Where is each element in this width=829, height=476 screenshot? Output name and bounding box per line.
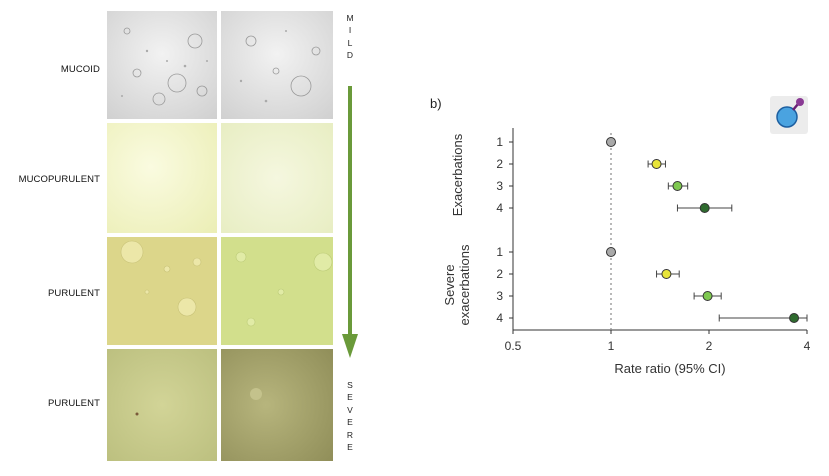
estimate-point — [606, 137, 616, 147]
x-tick-label: 2 — [706, 339, 713, 353]
sputum-photo-purulent-2 — [221, 237, 333, 345]
row-label-purulent-severe: PURULENT — [47, 398, 100, 409]
group-label: Exacerbations — [450, 133, 465, 216]
y-tick-label: 2 — [496, 157, 503, 171]
forest-plot-panel: b) 0.5 1 2 4 Rate ratio (95% CI) Exacerbation… — [400, 0, 829, 476]
panel-letter: b) — [430, 96, 442, 111]
publisher-logo-icon — [770, 96, 808, 134]
y-tick-label: 1 — [496, 135, 503, 149]
y-tick-label: 3 — [496, 289, 503, 303]
estimate-point — [699, 203, 710, 213]
sputum-photo-purulent-severe-1 — [107, 349, 217, 461]
forest-plot: 0.5 1 2 4 Rate ratio (95% CI) Exacerbations 1 2… — [442, 128, 811, 376]
x-axis-label: Rate ratio (95% CI) — [614, 361, 725, 376]
x-tick-label: 4 — [804, 339, 811, 353]
y-tick-label: 3 — [496, 179, 503, 193]
row-label-purulent: PURULENT — [47, 288, 100, 299]
x-tick-label: 0.5 — [505, 339, 522, 353]
y-tick-label: 2 — [496, 267, 503, 281]
x-tick-label: 1 — [608, 339, 615, 353]
sputum-photo-mucoid-2 — [221, 11, 333, 119]
sputum-photo-mucopurulent-2 — [221, 123, 333, 233]
estimate-point — [702, 291, 713, 301]
sputum-photo-purulent-1 — [107, 237, 217, 345]
group-label: Severeexacerbations — [442, 244, 472, 325]
y-tick-label: 1 — [496, 245, 503, 259]
y-tick-label: 4 — [496, 201, 503, 215]
y-tick-label: 4 — [496, 311, 503, 325]
sputum-photo-mucopurulent-1 — [107, 123, 217, 233]
estimate-point — [606, 247, 616, 257]
estimate-point — [789, 313, 800, 323]
estimate-point — [651, 159, 662, 169]
row-label-mucoid: MUCOID — [60, 64, 100, 75]
group-label-line: Exacerbations — [450, 133, 465, 216]
severity-arrow — [342, 86, 358, 358]
group-label-line: exacerbations — [457, 244, 472, 325]
sputum-photo-purulent-severe-2 — [221, 349, 333, 461]
sputum-photo-mucoid-1 — [107, 11, 217, 119]
estimate-point — [672, 181, 683, 191]
row-label-mucopurulent: MUCOPURULENT — [18, 174, 100, 185]
group-label-line: Severe — [442, 264, 457, 305]
estimate-point — [661, 269, 672, 279]
